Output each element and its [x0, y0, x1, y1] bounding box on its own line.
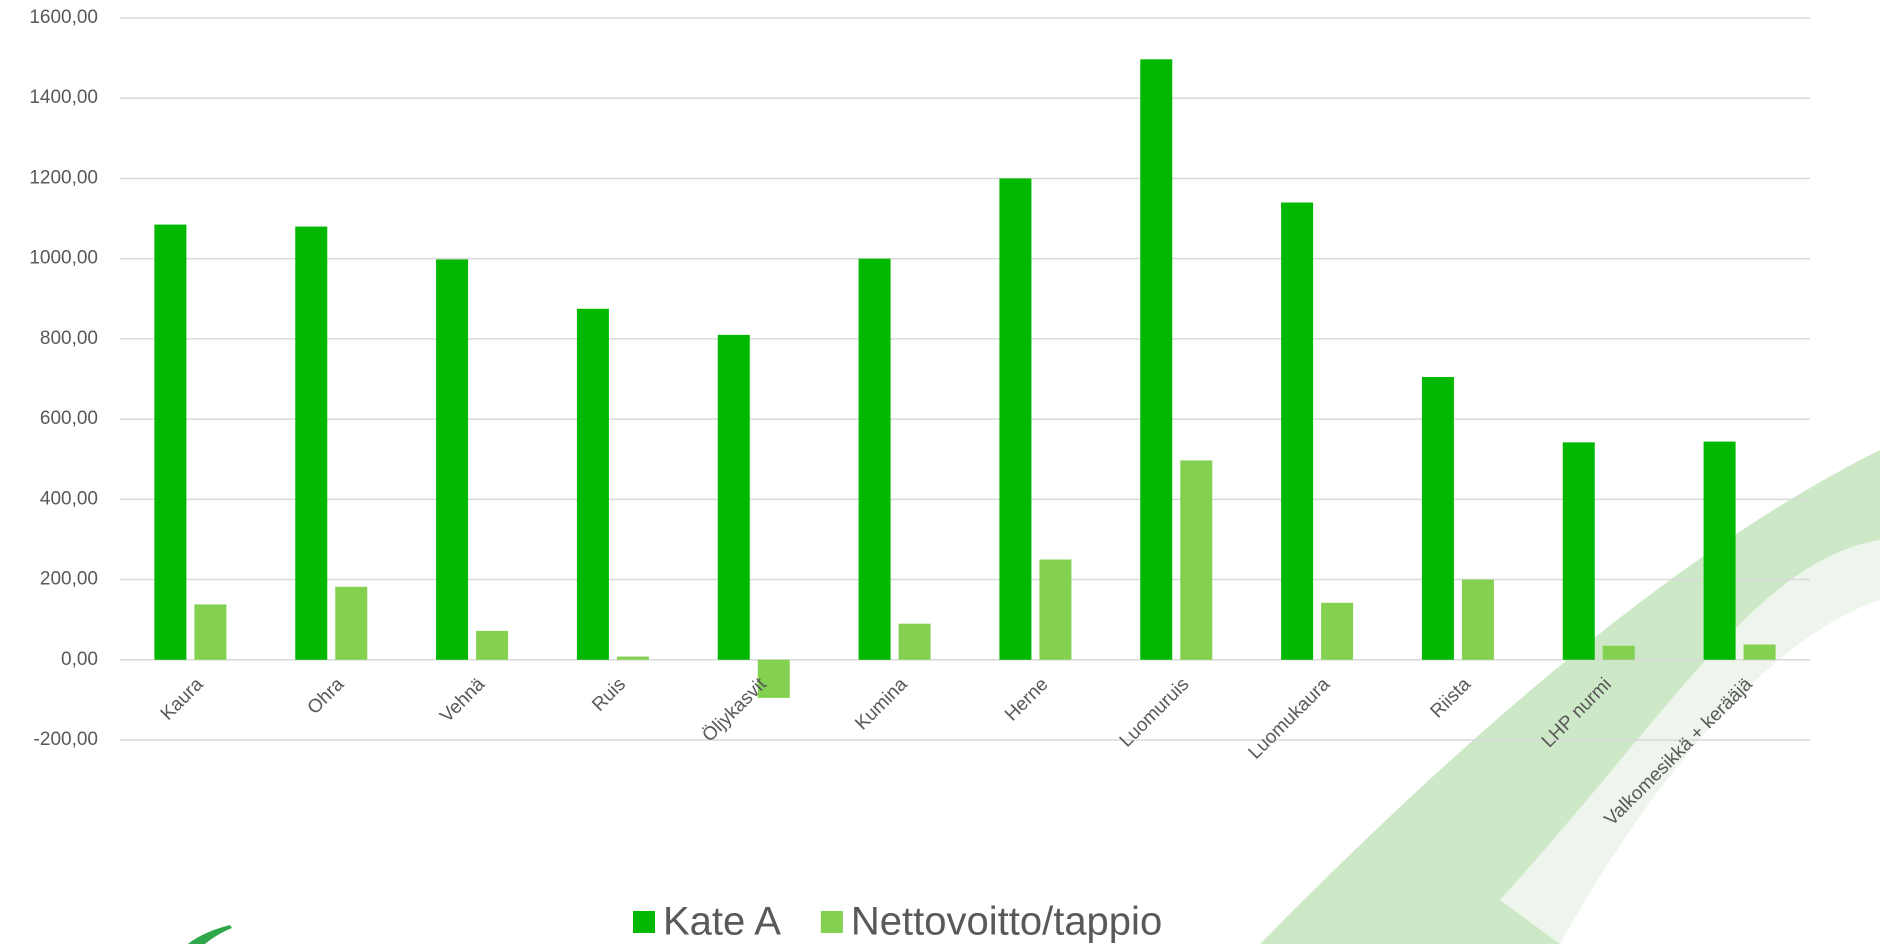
bar	[999, 178, 1032, 660]
bar	[576, 308, 609, 660]
decor-swoosh-inner	[1500, 540, 1880, 944]
y-tick-label: 400,00	[40, 488, 98, 509]
x-tick-label: Vehnä	[436, 674, 489, 727]
legend-label: Kate A	[663, 900, 781, 944]
bar	[335, 586, 368, 660]
x-tick-label: Kaura	[157, 674, 208, 725]
bar	[1743, 644, 1776, 660]
bar	[1180, 460, 1213, 660]
bar	[1421, 376, 1454, 660]
legend-swatch	[633, 911, 655, 933]
bar	[1281, 202, 1314, 660]
bar	[1602, 645, 1635, 660]
bar	[616, 656, 649, 660]
y-tick-label: 200,00	[40, 569, 98, 590]
decor-logo	[188, 925, 232, 944]
x-tick-label: Herne	[1001, 674, 1052, 725]
x-tick-label: Öljykasvit	[698, 674, 771, 747]
y-tick-label: 800,00	[40, 328, 98, 349]
bar	[1321, 602, 1354, 660]
bar	[154, 224, 187, 660]
y-tick-label: 1600,00	[29, 7, 98, 28]
y-tick-label: 600,00	[40, 408, 98, 429]
x-tick-label: Ohra	[304, 674, 349, 719]
y-tick-label: 1200,00	[29, 167, 98, 188]
bar	[1703, 441, 1736, 660]
y-tick-label: 1000,00	[29, 248, 98, 269]
bar	[1140, 59, 1173, 660]
bar	[1039, 559, 1072, 660]
legend-swatch	[820, 911, 843, 933]
y-tick-label: 0,00	[61, 649, 98, 670]
bar	[898, 623, 931, 660]
bar	[757, 659, 790, 698]
bar	[476, 630, 509, 660]
bar	[295, 226, 328, 660]
bar	[436, 259, 469, 660]
y-tick-label: -200,00	[34, 729, 98, 750]
x-tick-label: Ruis	[588, 674, 630, 716]
bar	[1461, 579, 1494, 660]
x-tick-label: Luomukaura	[1245, 674, 1335, 764]
y-tick-label: 1400,00	[29, 87, 98, 108]
bar	[1562, 442, 1595, 660]
x-tick-label: Kumina	[851, 674, 912, 735]
bar	[194, 604, 227, 660]
legend-label: Nettovoitto/tappio	[851, 900, 1162, 944]
x-tick-label: Riista	[1427, 674, 1476, 723]
bar	[858, 258, 891, 660]
bar	[717, 334, 750, 660]
